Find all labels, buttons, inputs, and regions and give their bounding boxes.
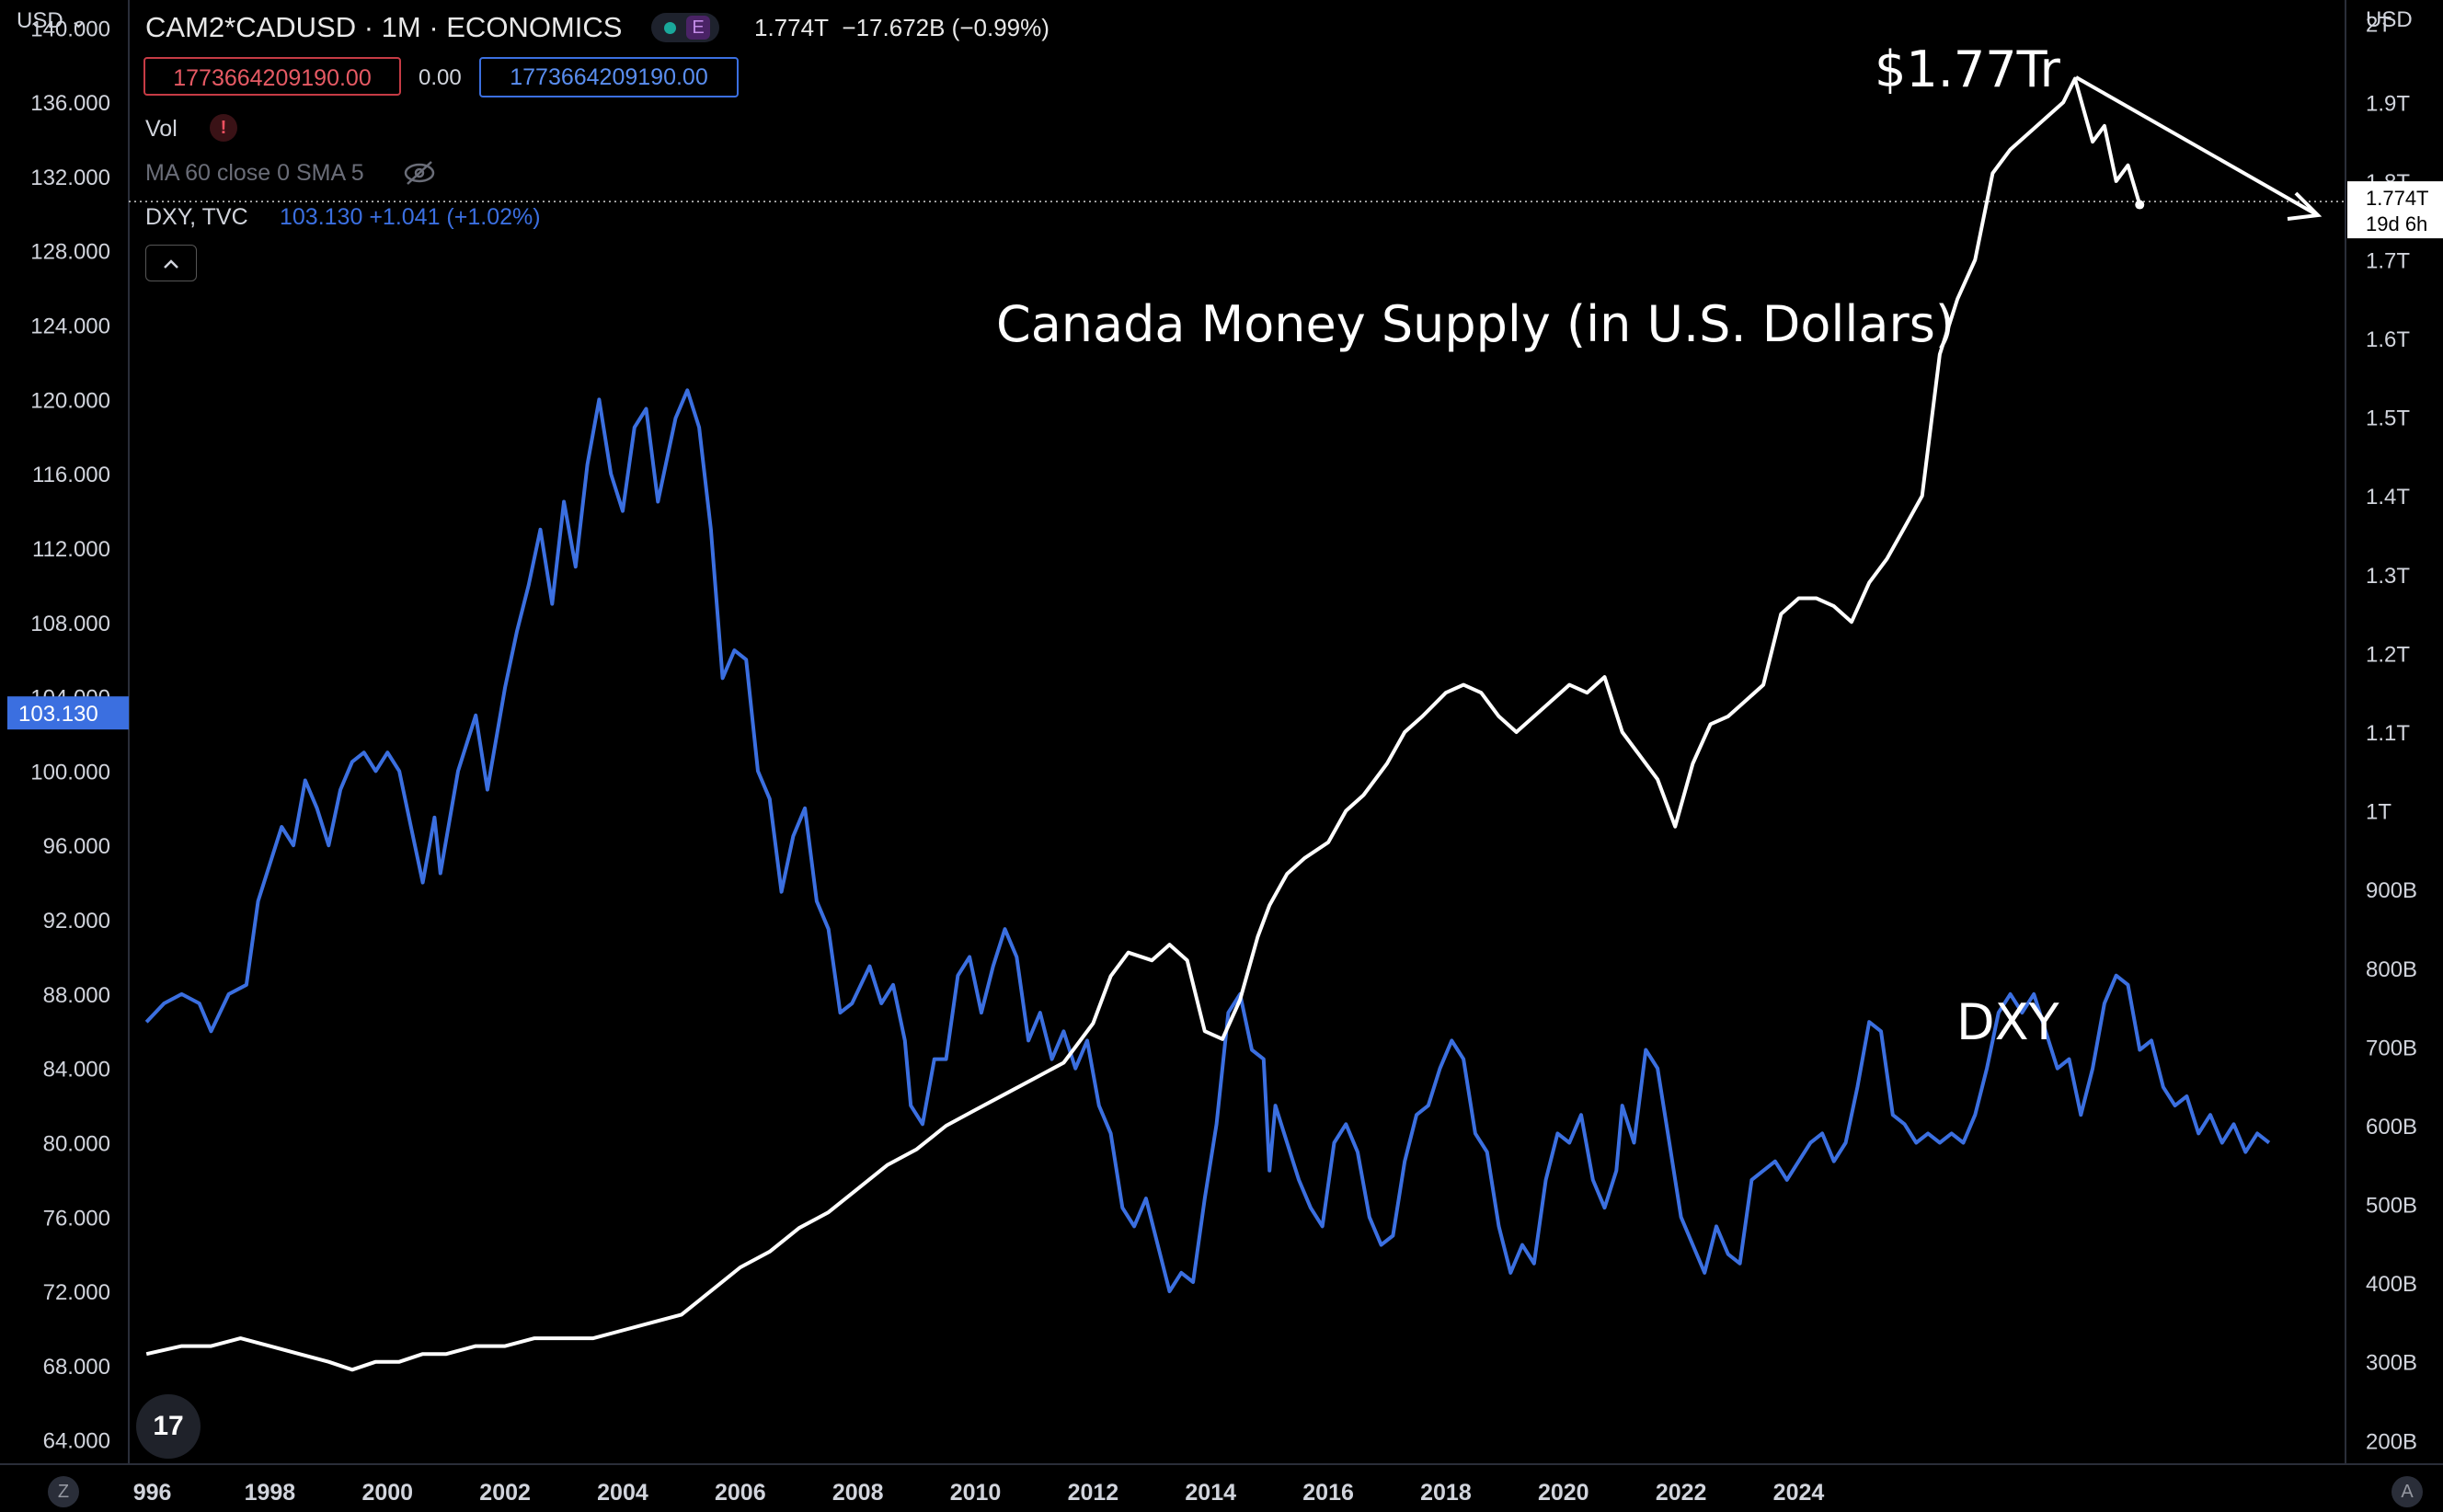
left-tick-label: 84.000	[43, 1058, 110, 1082]
time-tick-label: 2006	[715, 1480, 766, 1506]
warning-icon[interactable]: !	[210, 114, 237, 142]
time-tick-label: 2014	[1185, 1480, 1236, 1506]
right-countdown-label: 19d 6h	[2366, 212, 2427, 235]
left-tick-label: 100.000	[30, 760, 110, 785]
time-tick-label: 2024	[1773, 1480, 1825, 1506]
time-tick-label: 2010	[950, 1480, 1002, 1506]
right-tick-label: 200B	[2366, 1429, 2417, 1454]
time-axis[interactable]: 996 1998 2000 2002 2004 2006 2008 2010 2012 2014 2…	[0, 1463, 2443, 1506]
auto-scale-button[interactable]: A	[2391, 1476, 2423, 1507]
market-status-dot	[664, 22, 676, 34]
right-tick-label: 1.2T	[2366, 642, 2410, 667]
left-last-value-box	[7, 696, 129, 730]
dxy-legend-label[interactable]: DXY, TVC	[145, 204, 248, 230]
right-tick-label: 1.6T	[2366, 327, 2410, 352]
time-tick-label: 2008	[832, 1480, 884, 1506]
annotations: Canada Money Supply (in U.S. Dollars) $1…	[996, 40, 2323, 1051]
left-tick-label: 68.000	[43, 1355, 110, 1380]
buy-price-box[interactable]: 1773664209190.00	[479, 57, 739, 97]
left-tick-label: 136.000	[30, 91, 110, 116]
zoom-button[interactable]: Z	[48, 1476, 79, 1507]
status-indicators[interactable]: E	[651, 13, 719, 42]
time-tick-label: 2022	[1656, 1480, 1707, 1506]
tradingview-logo[interactable]: 17	[136, 1394, 201, 1459]
change-value: −17.672B (−0.99%)	[842, 14, 1049, 41]
right-tick-label: 1.9T	[2366, 91, 2410, 116]
economics-badge: E	[686, 16, 710, 40]
right-tick-label: 500B	[2366, 1194, 2417, 1219]
left-tick-label: 116.000	[32, 463, 110, 487]
left-tick-label: 76.000	[43, 1206, 110, 1231]
right-tick-label: 1.5T	[2366, 407, 2410, 431]
left-tick-label: 92.000	[43, 909, 110, 934]
left-tick-label: 128.000	[30, 240, 110, 265]
spread-value: 0.00	[419, 65, 462, 90]
right-last-value-label: 1.774T	[2366, 187, 2429, 210]
collapse-legend-button[interactable]	[145, 245, 197, 281]
left-last-value-label: 103.130	[18, 702, 98, 727]
right-tick-label: 1.1T	[2366, 721, 2410, 746]
left-tick-label: 112.000	[32, 537, 110, 562]
left-tick-label: 132.000	[30, 166, 110, 190]
arrow-line	[2075, 75, 2317, 216]
money-supply-last-label: $1.77Tr	[1875, 40, 2061, 98]
sell-price-box[interactable]: 1773664209190.00	[143, 57, 401, 96]
right-last-value-box	[2347, 181, 2443, 239]
left-tick-label: 64.000	[43, 1429, 110, 1454]
right-tick-label: 600B	[2366, 1115, 2417, 1140]
left-tick-label: 108.000	[30, 612, 110, 636]
right-tick-label: 2T	[2366, 13, 2391, 38]
right-price-axis[interactable]: 200B 300B 400B 500B 600B 700B 800B 900B 1T 1.1T 1.…	[2345, 0, 2443, 1464]
left-currency-label[interactable]: USD ⌄	[17, 8, 88, 33]
price-change-readout: 1.774T −17.672B (−0.99%)	[754, 14, 1049, 42]
last-value: 1.774T	[754, 14, 829, 41]
time-tick-label: 2004	[597, 1480, 648, 1506]
money-supply-line[interactable]	[145, 76, 2142, 1372]
left-tick-label: 124.000	[30, 315, 110, 339]
time-tick-label: 2020	[1538, 1480, 1589, 1506]
arrow-head	[2287, 191, 2323, 221]
left-tick-label: 96.000	[43, 834, 110, 859]
right-tick-label: 300B	[2366, 1351, 2417, 1376]
time-tick-label: 1998	[245, 1480, 296, 1506]
volume-indicator-label[interactable]: Vol	[145, 116, 178, 142]
right-tick-label: 1.4T	[2366, 485, 2410, 510]
right-tick-label: 800B	[2366, 957, 2417, 982]
left-tick-label: 120.000	[30, 388, 110, 413]
hidden-eye-icon[interactable]	[403, 160, 436, 190]
time-tick-label: 2016	[1302, 1480, 1354, 1506]
money-supply-last-point	[2135, 200, 2145, 210]
time-tick-label: 2012	[1068, 1480, 1119, 1506]
left-tick-label: 72.000	[43, 1280, 110, 1305]
time-tick-label: 2018	[1420, 1480, 1472, 1506]
left-tick-label: 88.000	[43, 983, 110, 1008]
time-tick-label: 2002	[479, 1480, 531, 1506]
right-tick-label: 400B	[2366, 1272, 2417, 1297]
right-tick-label: 1T	[2366, 800, 2391, 825]
right-tick-label: 700B	[2366, 1036, 2417, 1060]
time-tick-label: 996	[133, 1480, 172, 1506]
left-tick-label: 80.000	[43, 1131, 110, 1156]
right-tick-label: 1.3T	[2366, 564, 2410, 589]
dxy-legend-values: 103.130 +1.041 (+1.02%)	[280, 204, 541, 230]
left-tick-label: 140.000	[30, 17, 110, 41]
right-currency-label[interactable]: USD	[2366, 7, 2413, 32]
right-tick-label: 1.7T	[2366, 248, 2410, 273]
left-price-axis[interactable]: 64.000 68.000 72.000 76.000 80.000 84.000 88.0…	[7, 0, 130, 1464]
money-supply-title: Canada Money Supply (in U.S. Dollars)	[996, 295, 1955, 353]
ma-indicator-label[interactable]: MA 60 close 0 SMA 5	[145, 160, 364, 186]
time-tick-label: 2000	[361, 1480, 413, 1506]
right-tick-label: 900B	[2366, 878, 2417, 903]
symbol-title[interactable]: CAM2*CADUSD · 1M · ECONOMICS	[145, 11, 623, 43]
plot-area[interactable]	[129, 76, 2346, 1372]
dxy-annotation: DXY	[1956, 993, 2060, 1051]
